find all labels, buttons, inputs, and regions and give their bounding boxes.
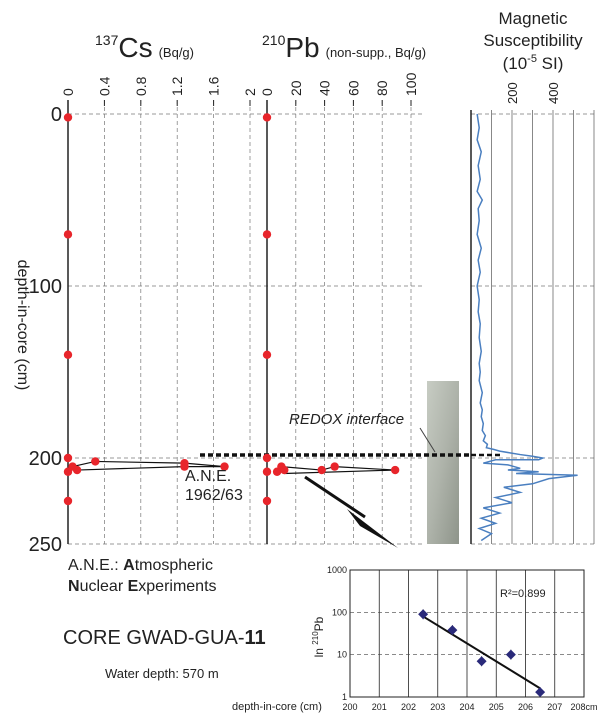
cs-title: 137Cs (Bq/g)	[95, 32, 194, 63]
inset-point	[535, 687, 546, 698]
sediment-core-photo	[427, 381, 459, 544]
pb-tick-label: 80	[374, 80, 390, 96]
core-title: CORE GWAD-GUA-11	[63, 627, 266, 649]
redox-label: REDOX interface	[289, 411, 404, 428]
mag-series-line	[476, 113, 578, 542]
mag-x-axis: 200 400	[470, 82, 561, 544]
inset-x-tick-label: 203	[430, 702, 445, 712]
cs-point	[63, 350, 73, 359]
legend-line-1: A.N.E.: Atmospheric	[68, 557, 213, 574]
pb-point	[262, 496, 272, 506]
r2-label: R²=0.899	[500, 588, 546, 600]
inset-x-tick-label: 204	[459, 702, 474, 712]
pb-point	[262, 350, 272, 359]
cs-tick-label: 0.8	[133, 76, 149, 96]
cs-tick-label: 2	[242, 88, 258, 96]
redox-leader-line	[419, 427, 436, 453]
inset-y-label: ln 210Pb	[311, 616, 326, 657]
inset-y-tick-label: 100	[332, 607, 347, 617]
depth-tick-label: 250	[29, 534, 62, 556]
pb-point	[317, 465, 326, 475]
cs-x-axis: 0 0.4 0.8 1.2 1.6 2	[60, 76, 258, 544]
cs-tick-label: 0	[60, 88, 76, 96]
mag-title-line1: Magnetic	[499, 9, 568, 28]
depth-axis-label: depth-in-core (cm)	[14, 260, 31, 391]
pb-point	[280, 465, 289, 475]
cs-point	[220, 462, 229, 471]
arrow-shaft	[304, 475, 366, 519]
pb-tick-label: 100	[403, 72, 419, 96]
mag-title-line2: Susceptibility	[483, 31, 583, 50]
inset-y-tick-label: 10	[337, 650, 347, 660]
cs-series	[63, 113, 229, 506]
pb-title: 210Pb (non-supp., Bq/g)	[262, 32, 426, 63]
inset-y-tick-label: 1	[342, 692, 347, 702]
inset-x-tick-label: 201	[372, 702, 387, 712]
pb-tick-label: 40	[317, 80, 333, 96]
inset-point	[476, 656, 487, 667]
pb-tick-label: 20	[288, 80, 304, 96]
cs-point	[63, 496, 73, 506]
inset-point	[505, 649, 516, 660]
inset-x-tick-label: 206	[518, 702, 533, 712]
water-depth-label: Water depth: 570 m	[105, 666, 219, 681]
inset-y-tick-label: 1000	[327, 565, 347, 575]
cs-point	[72, 465, 82, 475]
inset-x-tick-label: 202	[401, 702, 416, 712]
pb-point	[390, 465, 400, 475]
inset-point	[447, 625, 458, 636]
pb-tick-label: 0	[259, 88, 275, 96]
cs-point	[63, 453, 73, 463]
mag-series	[476, 113, 578, 542]
legend-line-2: Nuclear Experiments	[68, 578, 217, 595]
cs-tick-label: 0.4	[96, 76, 112, 96]
pb-point	[330, 462, 339, 471]
depth-tick-label: 100	[29, 276, 62, 298]
mag-title-line3: (10-5 SI)	[503, 53, 564, 73]
inset-x-tick-label: 208cm	[570, 702, 597, 712]
pb-series	[262, 113, 400, 506]
cs-point	[91, 457, 100, 466]
pb-point	[262, 453, 272, 463]
inset-trendline	[422, 615, 541, 690]
pb-point	[262, 230, 272, 239]
cs-tick-label: 1.2	[169, 76, 185, 96]
inset-x-label: depth-in-core (cm)	[232, 701, 322, 713]
inset-point	[418, 609, 429, 620]
inset-x-tick-label: 205	[489, 702, 504, 712]
inset-x-tick-label: 200	[342, 702, 357, 712]
ane-year-label: 1962/63	[185, 487, 243, 504]
cs-point	[63, 113, 73, 122]
cs-point	[180, 462, 189, 471]
pb-tick-label: 60	[345, 80, 361, 96]
arrow-head	[347, 509, 398, 548]
inset-x-tick-label: 207	[547, 702, 562, 712]
cs-tick-label: 1.6	[206, 76, 222, 96]
depth-tick-label: 200	[29, 448, 62, 470]
depth-y-axis: 0 100 200 250	[29, 104, 62, 556]
cs-point	[63, 230, 73, 239]
mag-tick-label: 200	[505, 82, 520, 104]
mag-tick-label: 400	[546, 82, 561, 104]
pb-point	[262, 467, 272, 476]
pb-point	[262, 113, 272, 122]
ane-label: A.N.E.	[185, 468, 231, 485]
main-grid	[68, 100, 595, 545]
depth-tick-label: 0	[51, 104, 62, 126]
inset-ln-pb-plot: 200 201 202 203 204 205 206 207 208cm 1 10 100 1000	[327, 565, 598, 712]
